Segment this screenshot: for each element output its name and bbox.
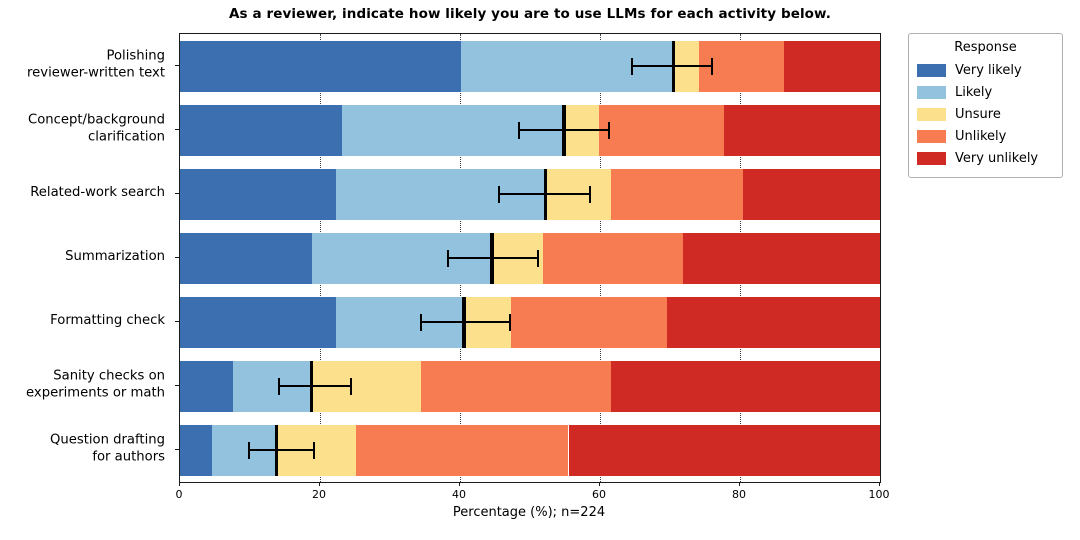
bar-segment-very-likely bbox=[180, 232, 312, 284]
legend-item-unsure: Unsure bbox=[917, 103, 1054, 125]
x-tick-label: 80 bbox=[732, 488, 746, 501]
y-axis-label: Summarization bbox=[65, 248, 165, 264]
y-tick bbox=[175, 193, 179, 195]
error-bar-cap bbox=[447, 249, 450, 267]
error-bar-cap bbox=[711, 57, 713, 75]
error-bar-cap bbox=[349, 377, 352, 395]
error-bar-line bbox=[279, 385, 351, 387]
chart-title: As a reviewer, indicate how likely you a… bbox=[228, 6, 831, 22]
y-axis-label: Polishing reviewer-written text bbox=[27, 48, 165, 81]
bar-segment-very-unlikely bbox=[784, 40, 880, 92]
y-tick bbox=[175, 257, 179, 259]
legend-items: Very likely Likely Unsure Unlikely Very unli… bbox=[917, 59, 1054, 169]
bar-segment-very-likely bbox=[180, 360, 234, 412]
error-bar-cap bbox=[589, 185, 592, 203]
bar-segment-unlikely bbox=[542, 232, 684, 284]
y-tick bbox=[175, 385, 179, 387]
y-axis-label: Sanity checks on experiments or math bbox=[26, 368, 165, 401]
x-tick bbox=[739, 482, 741, 486]
x-tick bbox=[179, 482, 181, 486]
bar-segment-very-unlikely bbox=[742, 168, 880, 220]
legend-label: Very likely bbox=[955, 62, 1022, 78]
error-bar-cap bbox=[498, 185, 501, 203]
x-tick bbox=[319, 482, 321, 486]
x-tick-label: 20 bbox=[312, 488, 326, 501]
error-bar-cap bbox=[631, 57, 634, 75]
bar-segment-very-likely bbox=[180, 168, 337, 220]
legend-label: Unsure bbox=[955, 106, 1001, 122]
y-tick bbox=[175, 65, 179, 67]
y-tick bbox=[175, 129, 179, 131]
legend-swatch-very-unlikely-icon bbox=[917, 151, 946, 165]
legend-item-very-unlikely: Very unlikely bbox=[917, 147, 1054, 169]
legend-label: Very unlikely bbox=[955, 150, 1039, 166]
bar-segment-unlikely bbox=[598, 104, 724, 156]
bar-segment-very-unlikely bbox=[568, 424, 880, 476]
legend-swatch-very-likely-icon bbox=[917, 63, 946, 77]
x-tick bbox=[879, 482, 881, 486]
legend: Response Very likely Likely Unsure Unlikely… bbox=[908, 33, 1063, 178]
y-tick bbox=[175, 449, 179, 451]
legend-item-likely: Likely bbox=[917, 81, 1054, 103]
bar-segment-very-likely bbox=[180, 104, 343, 156]
x-tick-label: 100 bbox=[868, 488, 890, 501]
bar-segment-very-unlikely bbox=[683, 232, 880, 284]
error-bar-line bbox=[249, 449, 314, 451]
error-bar-center bbox=[274, 424, 279, 476]
bar-segment-unlikely bbox=[611, 168, 743, 220]
error-bar-center bbox=[309, 360, 314, 412]
bar-segment-very-likely bbox=[180, 296, 337, 348]
error-bar-cap bbox=[278, 377, 281, 395]
legend-label: Likely bbox=[955, 84, 993, 100]
bar-segment-very-likely bbox=[180, 424, 212, 476]
bar-segment-very-unlikely bbox=[611, 360, 880, 412]
error-bar-center bbox=[562, 104, 567, 156]
x-tick-label: 60 bbox=[592, 488, 606, 501]
legend-swatch-unlikely-icon bbox=[917, 129, 946, 143]
legend-label: Unlikely bbox=[955, 128, 1007, 144]
legend-swatch-likely-icon bbox=[917, 85, 946, 99]
plot-area bbox=[179, 33, 881, 483]
y-tick bbox=[175, 321, 179, 323]
x-tick bbox=[459, 482, 461, 486]
legend-item-unlikely: Unlikely bbox=[917, 125, 1054, 147]
bar-segment-unlikely bbox=[355, 424, 569, 476]
error-bar-center bbox=[462, 296, 467, 348]
x-tick-label: 0 bbox=[175, 488, 183, 501]
error-bar-cap bbox=[248, 441, 251, 459]
y-axis-labels: Polishing reviewer-written text Concept/ba… bbox=[0, 33, 171, 481]
bar-segment-very-likely bbox=[180, 40, 462, 92]
bar-segment-unlikely bbox=[420, 360, 612, 412]
error-bar-cap bbox=[419, 313, 422, 331]
error-bar-cap bbox=[537, 249, 540, 267]
error-bar-cap bbox=[608, 121, 611, 139]
x-tick-label: 40 bbox=[452, 488, 466, 501]
error-bar-cap bbox=[509, 313, 512, 331]
x-tick bbox=[599, 482, 601, 486]
error-bar-cap bbox=[312, 441, 315, 459]
bar-segment-very-unlikely bbox=[723, 104, 880, 156]
y-axis-label: Concept/background clarification bbox=[28, 112, 165, 145]
bar-segment-very-unlikely bbox=[667, 296, 880, 348]
y-axis-label: Question drafting for authors bbox=[49, 432, 165, 465]
error-bar-center bbox=[543, 168, 548, 220]
error-bar-cap bbox=[517, 121, 520, 139]
error-bar-center bbox=[490, 232, 495, 284]
legend-title: Response bbox=[954, 40, 1017, 55]
x-axis-label: Percentage (%); n=224 bbox=[452, 505, 606, 520]
y-axis-label: Formatting check bbox=[50, 312, 165, 328]
legend-swatch-unsure-icon bbox=[917, 107, 946, 121]
y-axis-label: Related-work search bbox=[30, 184, 165, 200]
bar-segment-unlikely bbox=[511, 296, 668, 348]
bar-segment-unlikely bbox=[699, 40, 785, 92]
legend-item-very-likely: Very likely bbox=[917, 59, 1054, 81]
error-bar-center bbox=[671, 40, 676, 92]
